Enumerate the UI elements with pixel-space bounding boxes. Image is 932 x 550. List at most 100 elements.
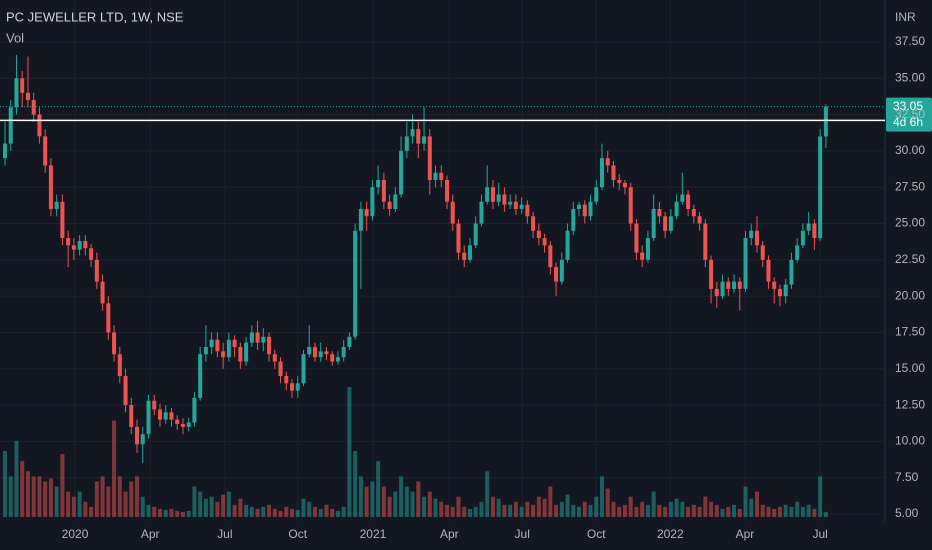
volume-bar — [77, 491, 82, 517]
x-tick-label: Oct — [288, 527, 307, 541]
volume-layer — [2, 387, 828, 517]
volume-bar — [221, 494, 226, 517]
candle-body — [611, 165, 616, 180]
candle-body — [508, 201, 513, 205]
y-tick-label: 17.50 — [895, 325, 925, 339]
volume-bar — [444, 504, 450, 517]
volume-bar — [387, 496, 392, 517]
volume-bar — [490, 496, 495, 517]
volume-bar — [628, 496, 633, 517]
volume-bar — [404, 486, 409, 517]
volume-bar — [720, 508, 725, 517]
candle-body — [749, 230, 754, 239]
volume-bar — [324, 504, 329, 517]
volume-bar — [186, 510, 191, 517]
volume-bar — [112, 420, 117, 517]
candle-body — [8, 107, 13, 144]
candle-body — [783, 284, 788, 297]
y-tick-label: 27.50 — [895, 179, 925, 193]
candle-body — [588, 201, 593, 217]
volume-bar — [261, 506, 266, 517]
volume-bar — [209, 496, 214, 517]
candle-body — [135, 426, 140, 445]
candle-body — [760, 245, 765, 260]
candle-body — [272, 354, 277, 362]
candle-body — [795, 245, 800, 260]
candle-body — [157, 409, 162, 420]
candle-body — [2, 143, 8, 159]
y-tick-label: 32.50 — [895, 107, 925, 121]
volume-bar — [680, 501, 685, 517]
candle-body — [594, 187, 599, 202]
x-tick-label: Jul — [217, 527, 232, 541]
volume-bar — [525, 501, 530, 517]
candle-body — [709, 259, 714, 289]
candle-body — [83, 240, 88, 249]
volume-bar — [272, 508, 277, 517]
volume-bar — [709, 501, 714, 517]
candle-body — [691, 209, 696, 217]
candle-body — [31, 100, 36, 115]
volume-bar — [364, 486, 369, 517]
volume-bar — [697, 506, 702, 517]
candle-body — [513, 201, 518, 210]
volume-bar — [657, 504, 662, 517]
volume-bar — [686, 506, 691, 517]
x-tick-label: Jul — [515, 527, 530, 541]
candle-body — [376, 179, 381, 188]
volume-bar — [381, 486, 386, 517]
volume-bar — [232, 504, 237, 517]
candle-body — [559, 259, 564, 282]
candle-body — [307, 346, 312, 355]
volume-bar — [439, 501, 444, 517]
candle-body — [416, 129, 421, 144]
volume-bar — [43, 481, 48, 517]
volume-bar — [71, 496, 76, 517]
volume-bar — [393, 491, 398, 517]
volume-bar — [8, 476, 13, 517]
volume-bar — [100, 476, 105, 517]
volume-bar — [192, 486, 197, 517]
volume-bar — [462, 506, 467, 517]
candle-body — [146, 400, 151, 435]
y-tick-label: 12.50 — [895, 397, 925, 411]
candle-body — [657, 209, 662, 217]
volume-bar — [2, 450, 8, 517]
candle-body — [267, 336, 272, 355]
candle-body — [427, 136, 432, 180]
volume-bar — [370, 481, 375, 517]
y-tick-label: 20.00 — [895, 288, 925, 302]
candle-body — [387, 201, 392, 210]
volume-bar — [818, 476, 823, 517]
volume-bar — [358, 476, 363, 517]
last-price-label: 33.05 — [893, 99, 923, 113]
volume-bar — [737, 508, 742, 517]
volume-bar — [37, 476, 42, 517]
volume-bar — [806, 504, 811, 517]
candle-body — [117, 354, 122, 377]
volume-bar — [732, 504, 737, 517]
volume-bar — [760, 504, 765, 517]
volume-bar — [777, 506, 782, 517]
volume-bar — [410, 491, 415, 517]
candle-body — [312, 346, 317, 358]
volume-bar — [203, 498, 208, 517]
countdown-label: 4d 6h — [893, 115, 923, 129]
candle-body — [106, 303, 111, 333]
candle-body — [634, 223, 639, 253]
volume-bar — [783, 504, 788, 517]
volume-bar — [651, 491, 656, 517]
candle-body — [485, 187, 490, 202]
candle-body — [703, 223, 708, 260]
candle-body — [617, 179, 622, 183]
volume-bar — [485, 471, 490, 517]
volume-bar — [554, 504, 559, 517]
candle-body — [221, 351, 226, 358]
grid — [0, 0, 885, 522]
axis-layer: 5.00 7.50 10.00 12.50 15.00 17.50 20.00 22.50 25… — [62, 34, 926, 541]
x-tick-label: 2021 — [360, 527, 387, 541]
volume-bar — [152, 506, 157, 517]
candle-body — [255, 332, 260, 343]
candle-body — [433, 172, 438, 180]
